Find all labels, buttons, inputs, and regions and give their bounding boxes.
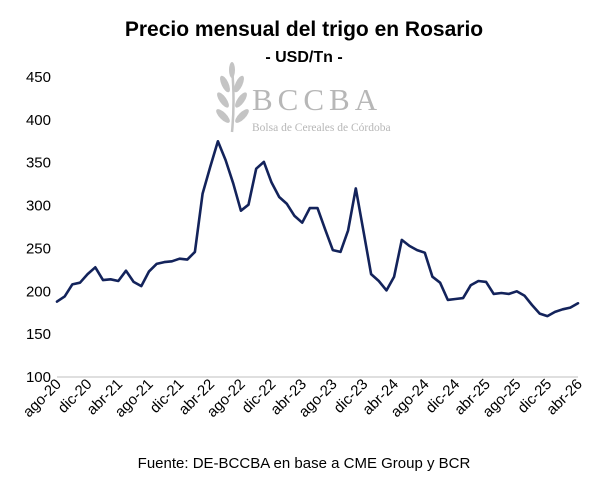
chart-subtitle: - USD/Tn - (265, 49, 343, 66)
y-tick-label: 100 (26, 369, 51, 386)
x-axis: ago-20dic-20abr-21ago-21dic-21abr-22ago-… (20, 376, 586, 421)
bccba-watermark: BCCBA Bolsa de Cereales de Córdoba (216, 62, 391, 134)
y-tick-label: 150 (26, 326, 51, 343)
y-tick-label: 300 (26, 198, 51, 215)
watermark-name: BCCBA (252, 82, 382, 117)
y-tick-label: 450 (26, 69, 51, 86)
wheat-logo-icon (216, 62, 249, 133)
series-line (55, 140, 580, 318)
y-tick-label: 400 (26, 112, 51, 129)
source-note: Fuente: DE-BCCBA en base a CME Group y B… (137, 455, 471, 472)
y-tick-label: 350 (26, 155, 51, 172)
y-tick-label: 200 (26, 283, 51, 300)
chart-title: Precio mensual del trigo en Rosario (124, 18, 484, 41)
watermark-tagline: Bolsa de Cereales de Córdoba (252, 122, 391, 134)
y-axis: 100 150 200 250 300 350 400 450 (26, 69, 51, 386)
y-tick-label: 250 (26, 240, 51, 257)
